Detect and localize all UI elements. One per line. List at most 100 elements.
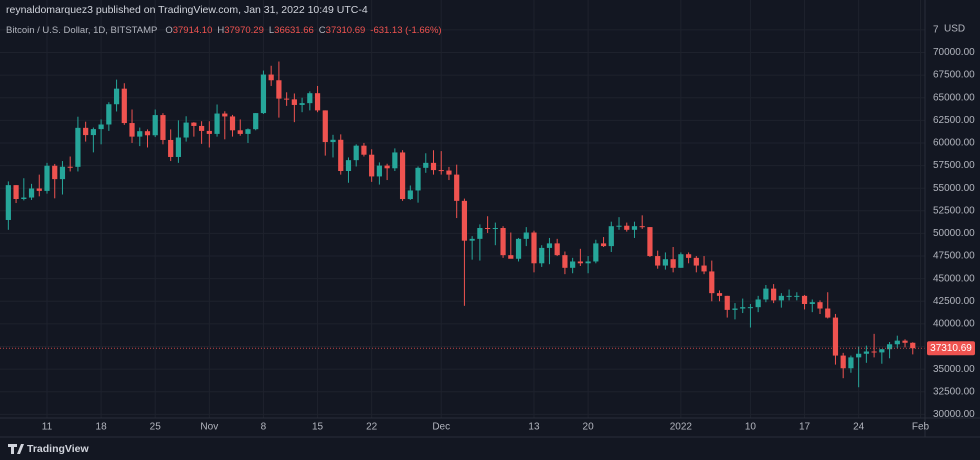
candle-body — [600, 243, 607, 247]
candle-body — [90, 129, 96, 136]
x-tick-label: 18 — [96, 422, 108, 433]
y-tick-label: 35000.00 — [933, 364, 975, 375]
y-tick-label: 30000.00 — [933, 409, 975, 420]
candle-body — [284, 98, 290, 100]
x-tick-label: 2022 — [670, 422, 693, 433]
axis: 30000.0032500.0035000.0037500.0040000.00… — [42, 24, 975, 432]
candle-body — [655, 256, 661, 266]
candle-body — [399, 152, 406, 200]
candle-body — [570, 261, 576, 268]
candle-body — [863, 351, 869, 354]
candle-body — [229, 116, 236, 131]
candle-body — [237, 130, 243, 134]
candle-body — [786, 295, 792, 297]
candle-body — [307, 93, 313, 104]
candle-body — [214, 113, 220, 134]
candle-body — [755, 299, 761, 308]
candle-body — [392, 152, 398, 169]
candle-body — [747, 307, 754, 309]
candle-body — [376, 165, 382, 177]
x-tick-label: 22 — [366, 422, 378, 433]
candle-body — [724, 295, 730, 310]
candle-body — [13, 185, 19, 200]
y-tick-label: 45000.00 — [933, 273, 975, 284]
candle-body — [716, 293, 723, 296]
candle-body — [546, 243, 553, 248]
x-tick-label: 8 — [261, 422, 267, 433]
candle-body — [160, 115, 166, 140]
candle-body — [21, 197, 27, 200]
y-tick-label: 50000.00 — [933, 228, 975, 239]
candle-body — [693, 257, 699, 266]
brand: TradingView — [27, 443, 89, 455]
candle-body — [407, 190, 413, 200]
candle-body — [608, 226, 614, 247]
candle-body — [121, 88, 127, 124]
x-tick-label: 17 — [799, 422, 811, 433]
status-change: -631.13 (-1.66%) — [370, 25, 441, 36]
candle-body — [585, 261, 591, 264]
candle-body — [662, 259, 668, 266]
candle-body — [384, 165, 390, 169]
candle-body — [36, 188, 42, 191]
status-line: Bitcoin / U.S. Dollar, 1D, BITSTAMP O3791… — [6, 25, 442, 36]
candle-body — [144, 131, 151, 136]
candle-body — [345, 160, 352, 171]
y-tick-label: 47500.00 — [933, 251, 975, 262]
candle-body — [771, 288, 777, 301]
status-key: O — [165, 25, 172, 36]
candle-body — [840, 355, 846, 369]
candle-body — [562, 255, 568, 268]
status-value: 37310.69 — [326, 25, 366, 36]
candle-body — [678, 254, 684, 268]
x-tick-label: Dec — [432, 422, 450, 433]
candle-body — [554, 243, 560, 256]
candle-body — [199, 125, 205, 131]
candle-body — [206, 130, 212, 134]
candle-body — [446, 170, 452, 175]
candle-body — [508, 255, 514, 259]
x-tick-label: 13 — [528, 422, 540, 433]
candle-body — [191, 122, 197, 126]
candle-body — [469, 238, 475, 241]
candle-body — [75, 127, 81, 167]
y-tick-label: 60000.00 — [933, 138, 975, 149]
status-value: 36631.66 — [274, 25, 314, 36]
y-tick-label: 42500.00 — [933, 296, 975, 307]
candle-body — [817, 302, 823, 309]
candle-body — [253, 113, 259, 130]
candle-body — [353, 145, 359, 161]
candle-body — [531, 232, 537, 264]
status-key: C — [319, 25, 326, 36]
candles — [0, 61, 925, 388]
candle-body — [276, 80, 282, 99]
candle-body — [886, 344, 893, 350]
y-tick-label: 32500.00 — [933, 386, 975, 397]
candle-body — [44, 165, 50, 191]
candle-body — [685, 254, 692, 258]
candle-body — [485, 228, 491, 229]
status-key: L — [269, 25, 274, 36]
x-tick-label: 15 — [312, 422, 324, 433]
candle-body — [763, 288, 769, 300]
candle-body — [701, 265, 707, 272]
y-tick-label: 40000.00 — [933, 319, 975, 330]
y-tick-label: 57500.00 — [933, 160, 975, 171]
candle-body — [430, 162, 437, 171]
candle-body — [577, 261, 583, 264]
candle-body — [732, 308, 738, 310]
candle-body — [740, 307, 746, 309]
candle-body — [314, 93, 321, 111]
candle-body — [5, 185, 11, 220]
y-tick-label: 65000.00 — [933, 92, 975, 103]
currency-box — [938, 22, 978, 36]
candle-body — [330, 139, 336, 143]
y-tick-label: 55000.00 — [933, 183, 975, 194]
candle-body — [183, 122, 189, 138]
candle-body — [825, 308, 831, 318]
candle-body — [639, 226, 645, 228]
status-value: 37914.10 — [173, 25, 213, 36]
candle-body — [910, 342, 916, 349]
candle-body — [245, 129, 251, 134]
candle-body — [616, 225, 622, 227]
